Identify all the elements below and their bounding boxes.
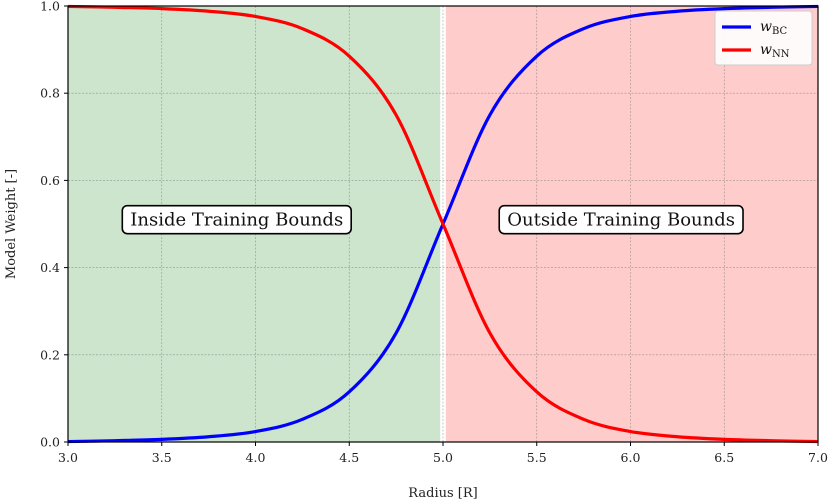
y-tick-label-4: 0.8 bbox=[40, 86, 60, 101]
series-lines bbox=[67, 4, 819, 444]
y-tick-label-2: 0.4 bbox=[40, 260, 60, 275]
y-axis-label: Model Weight [-] bbox=[4, 169, 19, 279]
x-tick-label-2: 4.0 bbox=[246, 450, 266, 465]
series-line-nn bbox=[67, 4, 819, 444]
y-tick-label-1: 0.2 bbox=[40, 347, 60, 362]
x-tick-label-4: 5.0 bbox=[433, 450, 453, 465]
legend-label-nn: wNN bbox=[760, 42, 790, 60]
y-tick-label-0: 0.0 bbox=[40, 435, 60, 450]
legend: wBC wNN bbox=[714, 10, 813, 66]
region-label-0: Inside Training Bounds bbox=[121, 204, 352, 235]
legend-label-bc: wBC bbox=[760, 19, 788, 37]
region-label-box bbox=[498, 204, 744, 235]
x-tick-label-7: 6.5 bbox=[714, 450, 734, 465]
axis-ticks: 3.0 3.5 4.0 4.5 5.0 5.5 6.0 6.5 7.0 0.0 0.2 0.4 0.6 0… bbox=[40, 0, 828, 465]
y-tick-label-5: 1.0 bbox=[40, 0, 60, 14]
x-tick-label-3: 4.5 bbox=[339, 450, 359, 465]
region-label-box bbox=[121, 204, 352, 235]
x-tick-label-0: 3.0 bbox=[58, 450, 78, 465]
region-labels: Inside Training Bounds Outside Training B… bbox=[121, 204, 744, 235]
x-axis-label: Radius [R] bbox=[408, 486, 477, 500]
x-tick-label-1: 3.5 bbox=[152, 450, 172, 465]
region-label-text: Inside Training Bounds bbox=[130, 210, 343, 231]
region-label-1: Outside Training Bounds bbox=[498, 204, 744, 235]
region-label-text: Outside Training Bounds bbox=[507, 210, 735, 231]
x-tick-label-8: 7.0 bbox=[808, 450, 828, 465]
x-tick-label-6: 6.0 bbox=[621, 450, 641, 465]
x-tick-label-5: 5.5 bbox=[527, 450, 547, 465]
y-tick-label-3: 0.6 bbox=[40, 173, 60, 188]
